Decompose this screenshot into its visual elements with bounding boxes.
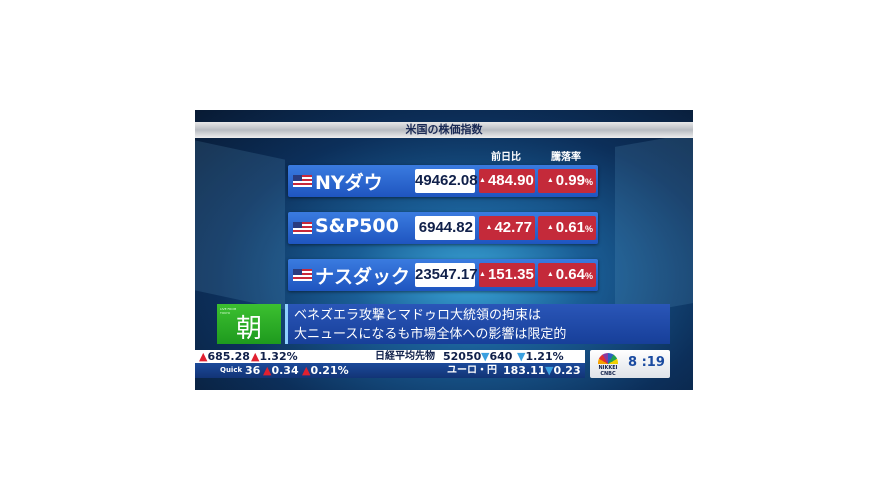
up-arrow-icon: ▲ — [302, 364, 311, 377]
ticker-source: Quick — [220, 366, 243, 374]
tv-screen: 米国の株価指数 前日比 騰落率 NYダウ 49462.08 ▲ 484.90 ▲ 0… — [195, 110, 693, 390]
background-decoration — [615, 133, 693, 317]
header-change: 前日比 — [491, 152, 521, 163]
index-rate: ▲ 0.61% — [538, 216, 596, 240]
rate-value: 0.61 — [555, 219, 585, 236]
down-arrow-icon: ▼ — [545, 364, 554, 377]
up-arrow-icon: ▲ — [546, 177, 554, 185]
ticker-value: 0.34 — [271, 364, 299, 377]
ticker-value: 0.23 — [553, 364, 581, 377]
us-flag-icon — [293, 222, 312, 234]
us-flag-icon — [293, 269, 312, 281]
program-badge-text: 朝 — [235, 314, 262, 344]
channel-logo-box: NIKKEI CNBC 8 :19 — [590, 350, 670, 378]
ticker-value: 52050 — [443, 350, 482, 363]
index-rate: ▲ 0.99% — [538, 169, 596, 193]
index-value: 23547.17 — [415, 263, 478, 287]
ticker-value: 1.32% — [259, 350, 298, 363]
ticker-label: 日経平均先物 — [375, 351, 435, 362]
index-name: ナスダック — [315, 266, 411, 288]
up-arrow-icon: ▲ — [485, 224, 493, 232]
logo-line-2: CNBC — [600, 371, 616, 377]
ticker-value: 685.28 — [207, 350, 250, 363]
index-value: 49462.08 — [415, 169, 478, 193]
percent-unit: % — [584, 177, 593, 187]
panel-title: 米国の株価指数 — [195, 122, 693, 138]
index-row: ナスダック 23547.17 ▲ 151.35 ▲ 0.64% — [288, 259, 598, 291]
headline: ベネズエラ攻撃とマドゥロ大統領の拘束は 大ニュースになるも市場全体への影響は限定… — [285, 304, 670, 344]
background-decoration — [195, 140, 285, 310]
up-arrow-icon: ▲ — [546, 224, 554, 232]
live-label: LIVE FROM TOKYO — [220, 307, 237, 315]
index-row: NYダウ 49462.08 ▲ 484.90 ▲ 0.99% — [288, 165, 598, 197]
index-change: ▲ 42.77 — [479, 216, 535, 240]
up-arrow-icon: ▲ — [479, 271, 486, 279]
ticker-row-2: Quick 36 ▲0.34 ▲0.21% ユーロ・円 183.11 ▼0.23 — [195, 363, 585, 378]
down-arrow-icon: ▼ — [481, 350, 490, 363]
ticker-value: 36 — [245, 364, 261, 377]
headline-line-2: 大ニュースになるも市場全体への影響は限定的 — [294, 327, 567, 342]
change-value: 42.77 — [494, 219, 532, 236]
clock: 8 :19 — [628, 355, 665, 370]
rate-value: 0.64 — [555, 266, 585, 283]
up-arrow-icon: ▲ — [263, 364, 272, 377]
ticker-value: 640 — [489, 350, 513, 363]
percent-unit: % — [584, 224, 593, 234]
ticker-value: 183.11 — [503, 364, 546, 377]
up-arrow-icon: ▲ — [199, 350, 208, 363]
index-change: ▲ 484.90 — [479, 169, 535, 193]
index-value: 6944.82 — [415, 216, 475, 240]
ticker-value: 0.21% — [310, 364, 349, 377]
program-badge: LIVE FROM TOKYO 朝 — [217, 304, 281, 344]
index-row: S&P500 6944.82 ▲ 42.77 ▲ 0.61% — [288, 212, 598, 244]
header-rate: 騰落率 — [551, 152, 581, 163]
change-value: 151.35 — [487, 266, 534, 283]
index-rate: ▲ 0.64% — [538, 263, 596, 287]
percent-unit: % — [584, 271, 593, 281]
ticker-label: ユーロ・円 — [447, 365, 497, 376]
up-arrow-icon: ▲ — [251, 350, 260, 363]
headline-line-1: ベネズエラ攻撃とマドゥロ大統領の拘束は — [294, 308, 542, 323]
channel-logo-text: NIKKEI CNBC — [594, 365, 622, 377]
peacock-logo-icon — [598, 353, 618, 364]
ticker-row-1: ▲685.28 ▲1.32% 日経平均先物 52050 ▼640 ▼1.21% — [195, 350, 585, 363]
logo-line-1: NIKKEI — [598, 365, 618, 371]
down-arrow-icon: ▼ — [517, 350, 526, 363]
index-name: NYダウ — [315, 172, 383, 194]
index-name: S&P500 — [315, 215, 399, 237]
change-value: 484.90 — [487, 172, 534, 189]
up-arrow-icon: ▲ — [479, 177, 486, 185]
index-change: ▲ 151.35 — [479, 263, 535, 287]
up-arrow-icon: ▲ — [546, 271, 554, 279]
rate-value: 0.99 — [555, 172, 585, 189]
us-flag-icon — [293, 175, 312, 187]
ticker-value: 1.21% — [525, 350, 564, 363]
